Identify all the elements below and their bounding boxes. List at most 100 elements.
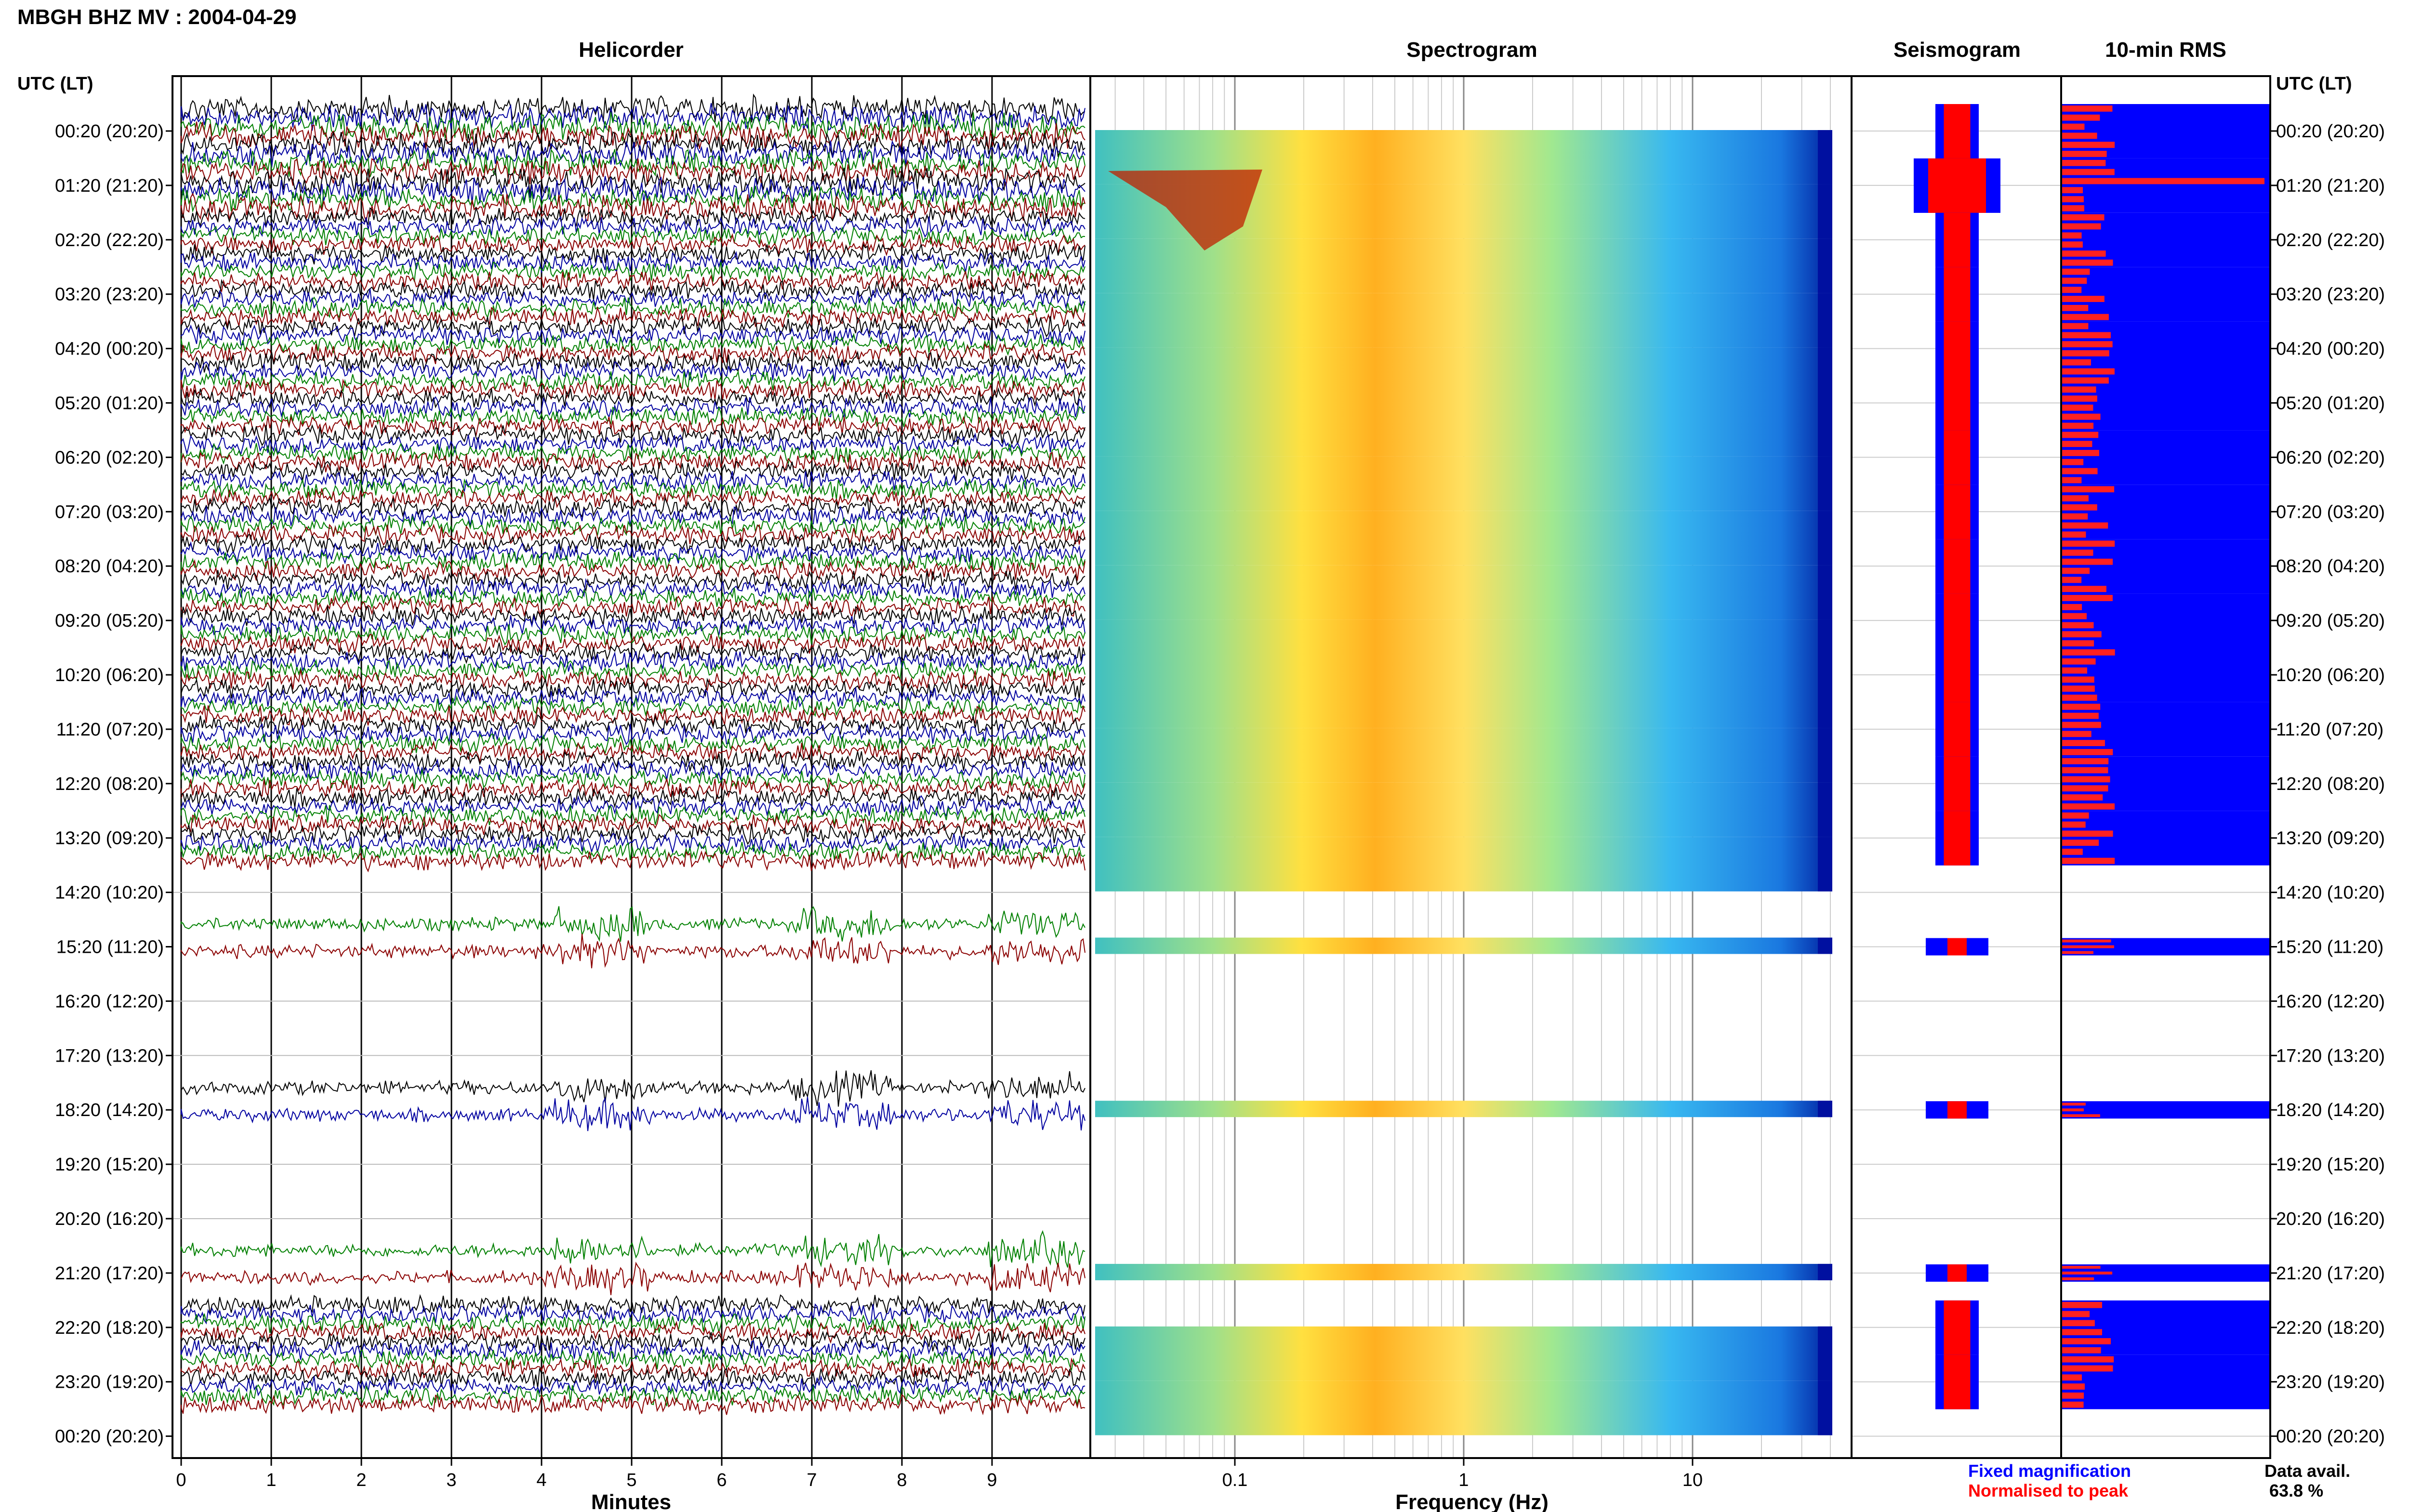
spec-band	[1095, 1101, 1832, 1118]
rms-fixed	[2062, 376, 2269, 431]
rms-normalised	[2062, 459, 2084, 465]
helicorder-panel	[172, 76, 1090, 1458]
row-label-right: 19:20 (15:20)	[2276, 1155, 2385, 1175]
heli-trace	[181, 840, 1085, 864]
heli-trace	[181, 534, 1085, 555]
seis-normalised	[1944, 1300, 1971, 1355]
rms-normalised	[2062, 259, 2113, 266]
heli-trace	[181, 332, 1085, 356]
rms-normalised	[2062, 214, 2105, 221]
spec-band	[1095, 1263, 1832, 1280]
y-axis-header-left: UTC (LT)	[17, 74, 93, 94]
heli-trace	[181, 758, 1085, 782]
row-label-left: 09:20 (05:20)	[55, 611, 164, 631]
rms-normalised	[2062, 840, 2099, 846]
rms-normalised	[2062, 450, 2099, 456]
rms-normalised	[2062, 649, 2115, 656]
rms-normalised	[2062, 821, 2086, 828]
row-label-left: 06:20 (02:20)	[55, 447, 164, 468]
rms-normalised	[2062, 685, 2095, 692]
rms-normalised	[2062, 803, 2115, 810]
rms-normalised	[2062, 468, 2098, 474]
row-label-left: 00:20 (20:20)	[55, 121, 164, 142]
rms-normalised	[2062, 758, 2109, 764]
spec-band	[1095, 728, 1832, 783]
row-label-left: 04:20 (00:20)	[55, 339, 164, 359]
row-label-right: 13:20 (09:20)	[2276, 828, 2385, 849]
rms-normalised	[2062, 277, 2087, 284]
seis-normalised	[1944, 376, 1971, 431]
row-label-left: 10:20 (06:20)	[55, 665, 164, 685]
rms-normalised	[2062, 1329, 2103, 1336]
rms-normalised	[2062, 1302, 2102, 1308]
heli-trace	[181, 406, 1085, 427]
rms-normalised	[2062, 332, 2111, 339]
rms-normalised	[2062, 250, 2106, 257]
heli-trace	[181, 243, 1085, 265]
spec-edge	[1818, 565, 1832, 620]
spec-edge	[1818, 130, 1832, 184]
spec-band	[1095, 347, 1832, 402]
spec-edge	[1818, 456, 1832, 511]
rms-normalised	[2062, 413, 2101, 420]
rms-normalised	[2062, 577, 2082, 583]
heli-trace	[181, 278, 1085, 301]
rms-normalised	[2062, 323, 2089, 329]
row-label-right: 05:20 (01:20)	[2276, 394, 2385, 414]
heli-trace	[181, 496, 1085, 518]
rms-normalised	[2062, 595, 2113, 601]
rms-normalised	[2062, 178, 2264, 184]
heli-trace	[181, 251, 1085, 274]
row-label-left: 22:20 (18:20)	[55, 1318, 164, 1338]
row-label-right: 00:20 (20:20)	[2276, 121, 2385, 142]
spec-edge	[1818, 937, 1832, 954]
rms-normalised	[2062, 504, 2097, 511]
spec-band	[1095, 238, 1832, 293]
rms-normalised	[2062, 749, 2113, 755]
spec-band	[1095, 1326, 1832, 1381]
spectrogram-x-label: Frequency (Hz)	[1395, 1490, 1549, 1512]
heli-trace	[181, 695, 1085, 718]
heli-trace	[181, 1375, 1085, 1397]
rms-normalised	[2062, 1114, 2100, 1118]
spec-x-tick-label: 0.1	[1222, 1470, 1248, 1490]
heli-trace	[181, 432, 1085, 456]
heli-trace	[181, 714, 1085, 736]
spec-edge	[1818, 1101, 1832, 1118]
row-label-right: 02:20 (22:20)	[2276, 230, 2385, 250]
rms-normalised	[2062, 395, 2097, 402]
heli-trace	[181, 541, 1085, 565]
spec-band	[1095, 1381, 1832, 1435]
heli-trace	[181, 342, 1085, 365]
row-label-left: 01:20 (21:20)	[55, 176, 164, 196]
rms-normalised	[2062, 513, 2088, 520]
row-label-right: 06:20 (02:20)	[2276, 447, 2385, 468]
heli-trace	[181, 184, 1085, 213]
legend-fixed: Fixed magnification	[1968, 1461, 2131, 1481]
rms-normalised	[2062, 740, 2105, 746]
rms-normalised	[2062, 1401, 2084, 1408]
rms-normalised	[2062, 676, 2094, 683]
rms-normalised	[2062, 169, 2115, 175]
rms-normalised	[2062, 432, 2099, 438]
spec-edge	[1818, 238, 1832, 293]
spec-band	[1095, 619, 1832, 674]
spec-band	[1095, 837, 1832, 892]
heli-trace	[181, 176, 1085, 205]
heli-trace	[181, 396, 1085, 419]
seis-normalised	[1944, 267, 1971, 322]
row-label-right: 18:20 (14:20)	[2276, 1100, 2385, 1120]
heli-trace	[181, 478, 1085, 501]
rms-normalised	[2062, 196, 2084, 202]
spec-x-tick-label: 10	[1682, 1470, 1703, 1490]
rms-normalised	[2062, 631, 2102, 638]
seis-normalised	[1944, 702, 1971, 757]
heli-trace	[181, 804, 1085, 827]
row-label-left: 11:20 (07:20)	[56, 720, 164, 740]
row-label-right: 10:20 (06:20)	[2276, 665, 2385, 685]
rms-normalised	[2062, 205, 2084, 211]
row-label-right: 21:20 (17:20)	[2276, 1263, 2385, 1284]
spec-edge	[1818, 184, 1832, 239]
spec-band	[1095, 674, 1832, 728]
rms-normalised	[2062, 359, 2091, 366]
